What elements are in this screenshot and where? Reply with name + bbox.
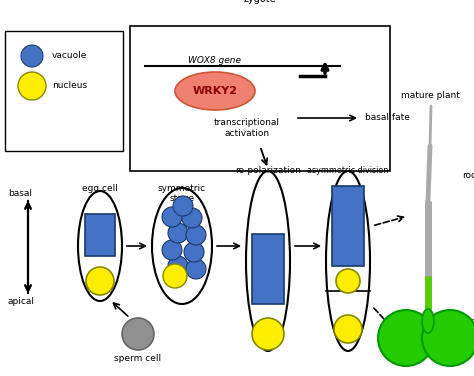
Bar [252,234,284,304]
Text: basal: basal [8,190,32,199]
Text: transcriptional
activation: transcriptional activation [214,118,280,138]
Text: WOX8 gene: WOX8 gene [189,56,241,65]
Circle shape [18,72,46,100]
Bar [85,214,115,256]
Text: asymmetric division: asymmetric division [307,166,389,175]
Circle shape [336,269,360,293]
Circle shape [378,310,434,366]
Circle shape [173,196,193,216]
Bar [332,186,364,266]
Circle shape [422,310,474,366]
Circle shape [184,242,204,262]
Ellipse shape [175,72,255,110]
Circle shape [186,225,206,245]
Ellipse shape [326,171,370,351]
Circle shape [252,318,284,350]
Text: root: root [462,171,474,180]
Circle shape [163,264,187,288]
Circle shape [122,318,154,350]
Text: shoot: shoot [462,317,474,326]
Text: symmetric
stage: symmetric stage [158,184,206,203]
Circle shape [162,207,182,227]
Text: egg cell: egg cell [82,184,118,193]
Bar [5,31,123,151]
Ellipse shape [246,171,290,351]
Circle shape [21,45,43,67]
Bar [130,26,390,171]
Text: vacuole: vacuole [52,52,87,61]
Ellipse shape [152,188,212,304]
Text: apical: apical [8,297,35,305]
Circle shape [334,315,362,343]
Text: sperm cell: sperm cell [114,354,162,363]
Circle shape [162,240,182,260]
Circle shape [168,223,188,243]
Text: mature plant: mature plant [401,91,459,100]
Ellipse shape [422,309,434,333]
Text: WRKY2: WRKY2 [192,86,237,96]
Circle shape [182,208,202,228]
Circle shape [186,259,206,279]
Text: re-polarization: re-polarization [235,166,301,175]
Ellipse shape [78,191,122,301]
Text: nucleus: nucleus [52,82,87,91]
Text: zygote: zygote [244,0,276,4]
Circle shape [86,267,114,295]
Text: basal fate: basal fate [365,114,410,123]
Circle shape [168,256,188,276]
